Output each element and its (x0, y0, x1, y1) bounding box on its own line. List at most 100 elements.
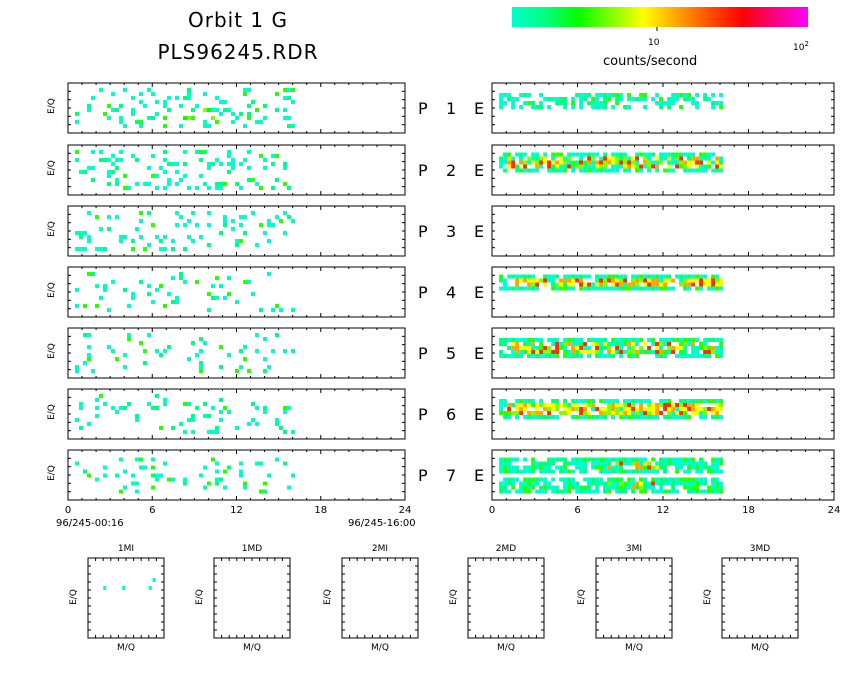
heatmap-cell (615, 457, 620, 462)
heatmap-cell (695, 489, 700, 494)
heatmap-cell (603, 156, 608, 161)
heatmap-cell (711, 399, 716, 403)
mass-panel-ylabel-2: E/Q (194, 589, 205, 605)
heatmap-cell (587, 415, 592, 419)
heatmap-cell (575, 342, 580, 346)
heatmap-cell (595, 342, 600, 346)
heatmap-cell (539, 415, 544, 419)
heatmap-cell (615, 342, 620, 346)
heatmap-cell (255, 406, 259, 410)
heatmap-cell (635, 338, 640, 342)
heatmap-cell (291, 349, 295, 353)
heatmap-cell (599, 457, 604, 462)
heatmap-cell (539, 101, 544, 105)
heatmap-cell (667, 489, 672, 494)
heatmap-cell (155, 477, 159, 482)
heatmap-cell (627, 354, 632, 358)
heatmap-cell (563, 105, 568, 109)
heatmap-cell (247, 280, 251, 284)
heatmap-cell (183, 402, 187, 406)
heatmap-cell (543, 489, 548, 494)
heatmap-cell (679, 342, 684, 346)
heatmap-cell (515, 168, 520, 173)
heatmap-cell (211, 457, 215, 462)
heatmap-cell (563, 342, 568, 346)
heatmap-cell (555, 168, 560, 173)
heatmap-cell (643, 282, 648, 287)
heatmap-cell (239, 215, 243, 219)
heatmap-cell (615, 286, 620, 291)
heatmap-cell (287, 124, 291, 128)
heatmap-cell (679, 465, 684, 470)
heatmap-cell (251, 211, 255, 215)
heatmap-cell (539, 485, 544, 490)
heatmap-cell (611, 350, 616, 354)
heatmap-cell (611, 152, 616, 157)
heatmap-cell (563, 338, 568, 342)
heatmap-cell (619, 346, 624, 350)
heatmap-cell (583, 407, 588, 411)
heatmap-cell (719, 338, 724, 342)
heatmap-cell (75, 112, 79, 116)
heatmap-cell (551, 282, 556, 287)
heatmap-cell (659, 274, 664, 279)
heatmap-cell (179, 104, 183, 108)
heatmap-cell (203, 465, 207, 470)
heatmap-cell (599, 274, 604, 279)
heatmap-cell (639, 403, 644, 407)
heatmap-cell (587, 485, 592, 490)
heatmap-cell (615, 485, 620, 490)
heatmap-cell (503, 168, 508, 173)
heatmap-cell (579, 485, 584, 490)
heatmap-cell (691, 477, 696, 482)
heatmap-cell (695, 101, 700, 105)
heatmap-cell (643, 481, 648, 486)
heatmap-cell (515, 152, 520, 157)
heatmap-cell (531, 477, 536, 482)
heatmap-cell (567, 350, 572, 354)
heatmap-cell (659, 403, 664, 407)
heatmap-cell (595, 282, 600, 287)
heatmap-cell (123, 288, 127, 292)
heatmap-cell (615, 274, 620, 279)
heatmap-cell (263, 410, 267, 414)
heatmap-cell (143, 349, 147, 353)
heatmap-cell (155, 349, 159, 353)
heatmap-cell (499, 465, 504, 470)
heatmap-cell (515, 286, 520, 291)
heatmap-cell (147, 88, 151, 92)
heatmap-cell (179, 422, 183, 426)
heatmap-cell (651, 164, 656, 169)
heatmap-cell (639, 168, 644, 173)
heatmap-cell (519, 350, 524, 354)
heatmap-cell (567, 274, 572, 279)
heatmap-cell (547, 160, 552, 165)
heatmap-cell (515, 489, 520, 494)
heatmap-cells (75, 394, 295, 434)
mass-panel-xlabel-6: M/Q (751, 643, 769, 653)
heatmap-cell (251, 178, 255, 182)
heatmap-cell (583, 485, 588, 490)
heatmap-cell (507, 477, 512, 482)
heatmap-cell (611, 403, 616, 407)
heatmap-cell (187, 186, 191, 190)
heatmap-cell (271, 154, 275, 158)
heatmap-cells (75, 88, 295, 128)
heatmap-cell (611, 156, 616, 161)
heatmap-cell (275, 418, 279, 422)
heatmap-cell (263, 489, 267, 494)
heatmap-cell (199, 337, 203, 341)
heatmap-cell (575, 338, 580, 342)
heatmap-cell (243, 280, 247, 284)
heatmap-cell (651, 278, 656, 283)
row-label-e-6: E (474, 405, 485, 424)
heatmap-cell (603, 160, 608, 165)
heatmap-cell (707, 465, 712, 470)
heatmap-cell (239, 349, 243, 353)
heatmap-cell (503, 457, 508, 462)
heatmap-cell (211, 162, 215, 166)
heatmap-cell (595, 346, 600, 350)
heatmap-cell (539, 465, 544, 470)
heatmap-cell (519, 286, 524, 291)
heatmap-cell (79, 235, 83, 239)
